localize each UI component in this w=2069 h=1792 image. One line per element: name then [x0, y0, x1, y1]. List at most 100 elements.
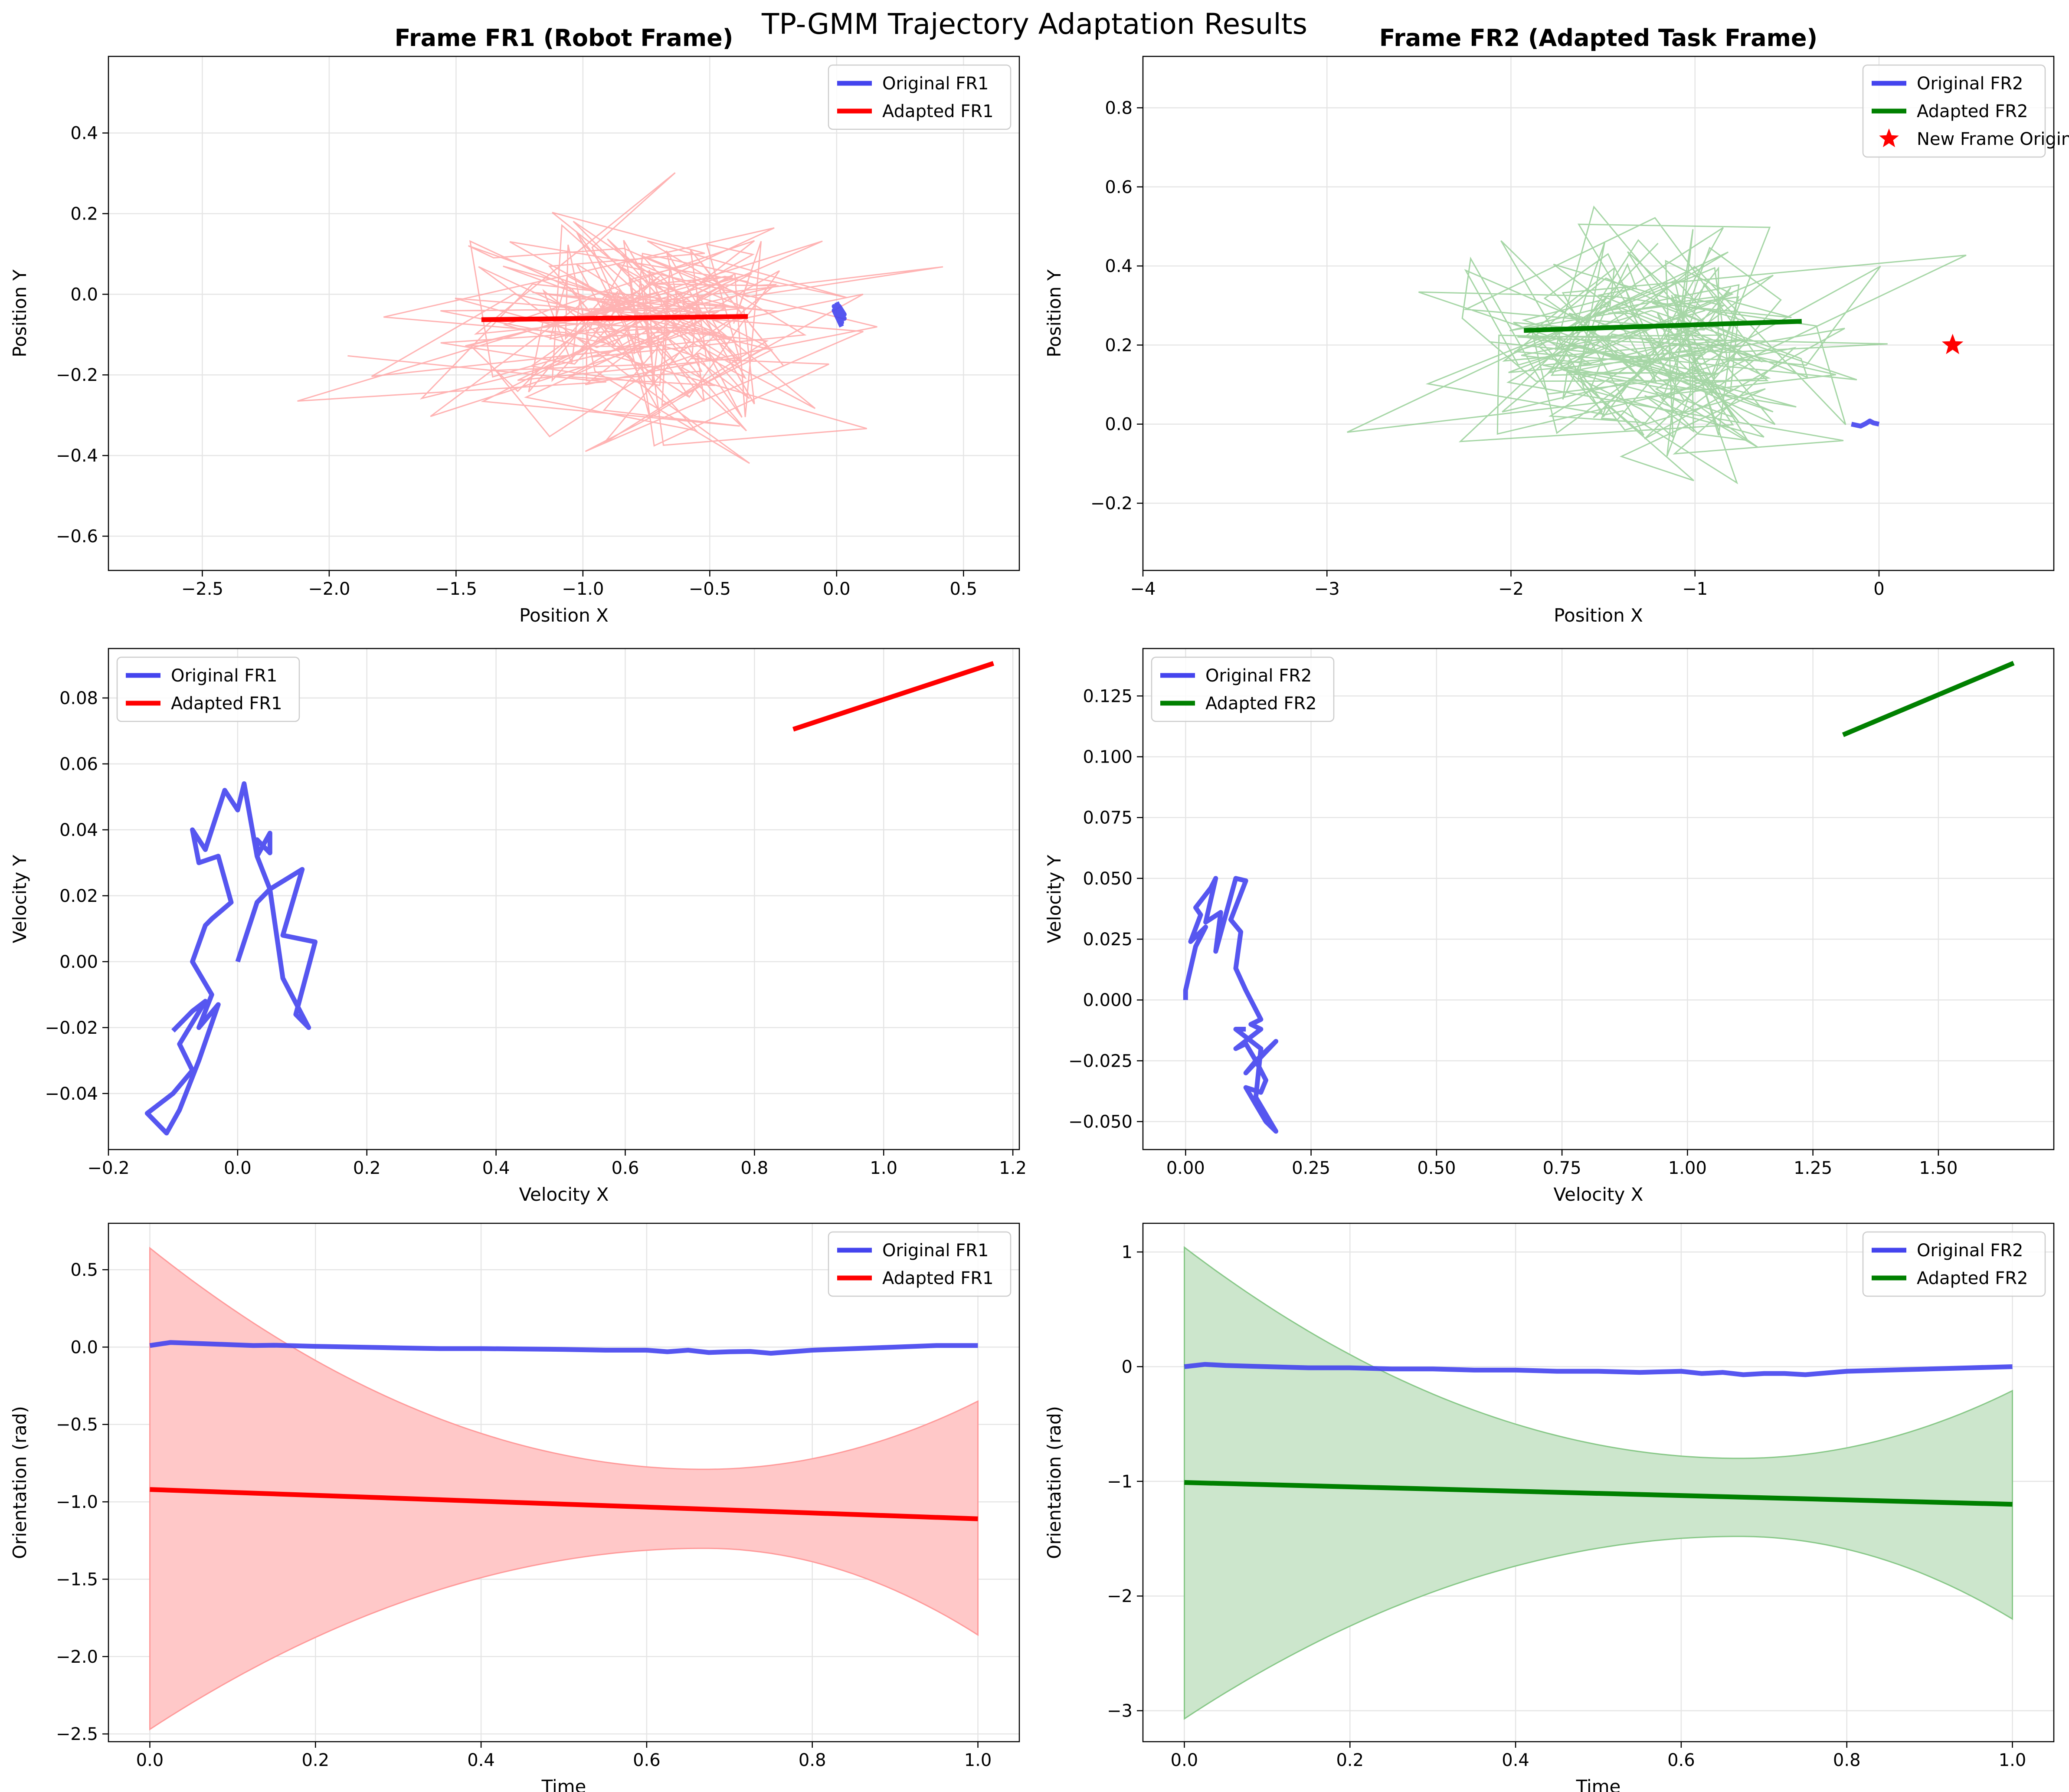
x-axis-label: Time	[541, 1776, 586, 1792]
plot-area	[1183, 661, 2015, 1134]
x-tick-label: 0.2	[301, 1750, 329, 1770]
y-tick-label: 0.6	[1105, 177, 1133, 197]
x-tick-label: 0.25	[1292, 1158, 1330, 1178]
x-tick-label: 0.8	[741, 1158, 769, 1178]
figure-title: TP-GMM Trajectory Adaptation Results	[761, 7, 1307, 41]
legend-label: Adapted FR1	[882, 102, 994, 121]
x-tick-label: 0.0	[224, 1158, 252, 1178]
plot-background	[108, 56, 1019, 570]
axes-frame	[108, 1222, 1020, 1743]
panel-velocity-fr1: −0.2 0.0 0.2 0.4 0.6 0.8 1.0 1.2 −0.04 −0.02 0.00 0…	[9, 648, 1027, 1205]
sample-trajectories	[297, 172, 943, 464]
legend: Original FR2 Adapted FR2	[1151, 656, 1335, 722]
x-tick-label: 0.0	[136, 1750, 164, 1770]
panel-title: Frame FR2 (Adapted Task Frame)	[1379, 24, 1817, 52]
panel-velocity-fr2: 0.00 0.25 0.50 0.75 1.00 1.25 1.50 −0.050 −0.025…	[1044, 648, 2055, 1205]
x-tick-label: 1.25	[1794, 1158, 1832, 1178]
legend-star-swatch	[1879, 128, 1899, 147]
panel-title: Frame FR1 (Robot Frame)	[395, 24, 733, 52]
legend: Original FR1 Adapted FR1	[828, 64, 1012, 130]
adapted-series-line	[1184, 1480, 2013, 1507]
legend-label: Original FR2	[1917, 74, 2023, 94]
x-tick-label: 0.6	[612, 1158, 639, 1178]
x-tick-label: 1.2	[999, 1158, 1027, 1178]
y-tick-label: −0.6	[56, 527, 98, 547]
y-axis-label: Velocity Y	[1044, 855, 1065, 943]
y-tick-label: 0.050	[1083, 869, 1133, 889]
x-tick-label: 0.4	[482, 1158, 510, 1178]
x-tick-label: −3	[1314, 579, 1340, 599]
axes-frame	[1142, 56, 2055, 571]
adapted-series-line	[792, 661, 995, 732]
x-tick-label: 0.2	[1336, 1750, 1364, 1770]
axes-frame	[108, 648, 1020, 1150]
y-tick-label: −2	[1107, 1586, 1133, 1606]
original-series-line	[832, 301, 847, 328]
x-tick-label: 0.6	[633, 1750, 661, 1770]
y-tick-label: 0.100	[1083, 747, 1133, 767]
sample-trajectories	[1347, 205, 1967, 485]
x-tick-label: 0.4	[1502, 1750, 1529, 1770]
new-frame-origin-marker	[1941, 334, 1964, 354]
y-tick-label: 0.08	[59, 688, 98, 708]
x-tick-label: 0.2	[353, 1158, 381, 1178]
legend: Original FR2 Adapted FR2 New Frame Origin	[1862, 64, 2069, 158]
y-tick-label: −0.02	[45, 1018, 98, 1038]
y-tick-label: 0.8	[1105, 98, 1133, 118]
y-tick-label: −3	[1107, 1701, 1133, 1721]
legend-label: Adapted FR1	[171, 694, 282, 714]
x-tick-label: 0.75	[1543, 1158, 1581, 1178]
x-tick-label: 0.8	[1833, 1750, 1861, 1770]
x-tick-label: 0.8	[799, 1750, 826, 1770]
y-tick-label: 0.000	[1083, 990, 1133, 1010]
x-axis-label: Velocity X	[519, 1184, 609, 1205]
legend-label: Original FR1	[171, 666, 278, 686]
legend-box	[1151, 656, 1335, 722]
y-axis-label: Orientation (rad)	[1044, 1406, 1065, 1559]
y-tick-label: −1.5	[56, 1569, 98, 1589]
plot-area	[144, 661, 995, 1136]
plot-area	[1347, 205, 1967, 485]
x-axis-label: Position X	[1554, 605, 1643, 626]
legend: Original FR1 Adapted FR1	[828, 1231, 1012, 1297]
legend-box	[1862, 64, 2046, 158]
x-axis-label: Velocity X	[1554, 1184, 1643, 1205]
axes-frame	[1142, 648, 2055, 1150]
legend-label: Adapted FR2	[1917, 102, 2028, 121]
x-tick-label: 0.6	[1667, 1750, 1695, 1770]
x-tick-label: 0.00	[1166, 1158, 1205, 1178]
x-tick-label: 0.0	[1171, 1750, 1198, 1770]
original-series-line	[144, 781, 318, 1136]
panel-orientation-fr2: 0.0 0.2 0.4 0.6 0.8 1.0 −3 −2 −1 0 1 Time Orientatio…	[1044, 1222, 2055, 1792]
legend-box	[1862, 1231, 2046, 1297]
panel-position-fr2: −4 −3 −2 −1 0 −0.2 0.0 0.2 0.4 0.6 0.8 Position X Po…	[1044, 24, 2069, 626]
y-tick-label: 1	[1122, 1242, 1133, 1262]
y-tick-label: −0.050	[1068, 1112, 1133, 1132]
original-series-line	[149, 1340, 978, 1356]
original-series-line	[1183, 876, 1279, 1134]
y-tick-label: −1.0	[56, 1492, 98, 1512]
y-tick-label: −0.5	[56, 1415, 98, 1435]
x-tick-label: −2.5	[181, 579, 223, 599]
legend-label: Original FR2	[1205, 666, 1312, 686]
x-tick-label: 1.0	[1999, 1750, 2026, 1770]
y-tick-label: 0	[1122, 1357, 1133, 1377]
y-tick-label: −2.0	[56, 1647, 98, 1667]
legend-label: New Frame Origin	[1917, 129, 2069, 149]
x-tick-label: −2.0	[308, 579, 350, 599]
x-tick-label: 0.5	[949, 579, 977, 599]
x-tick-label: −4	[1130, 579, 1156, 599]
x-tick-label: 1.0	[964, 1750, 992, 1770]
x-tick-label: 0	[1873, 579, 1884, 599]
x-tick-label: −1.5	[435, 579, 477, 599]
y-tick-label: −0.025	[1068, 1051, 1133, 1071]
x-tick-label: −1	[1682, 579, 1708, 599]
axes-frame	[108, 56, 1020, 571]
y-tick-label: −0.2	[56, 365, 98, 385]
x-tick-label: −0.5	[689, 579, 731, 599]
y-axis-label: Position Y	[9, 269, 30, 357]
y-tick-label: 0.0	[70, 285, 98, 305]
x-tick-label: −0.2	[87, 1158, 129, 1178]
plot-area	[297, 172, 943, 464]
legend-label: Original FR2	[1917, 1241, 2023, 1261]
